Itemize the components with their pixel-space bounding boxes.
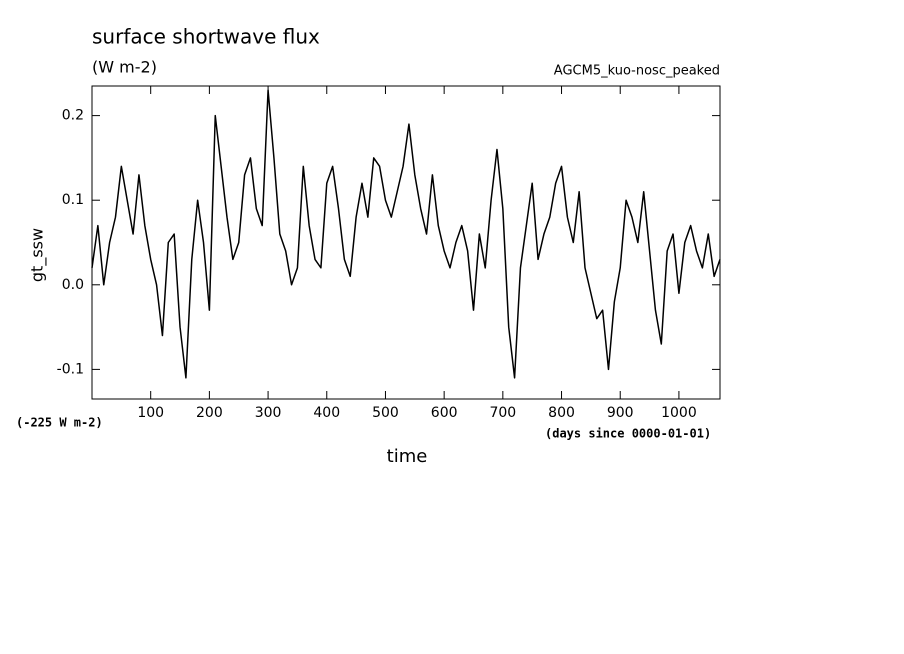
y-axis-label: gt_ssw (28, 228, 48, 282)
plot-frame (91, 85, 721, 400)
x-tick-label: 100 (137, 405, 164, 421)
x-tick-label: 500 (372, 405, 399, 421)
data-line (91, 89, 721, 379)
y-tick-label: 0.0 (62, 277, 84, 293)
x-axis-label: time (387, 446, 428, 467)
offset-note: (-225 W m-2) (16, 416, 103, 430)
x-tick-label: 800 (548, 405, 575, 421)
x-unit-note: (days since 0000-01-01) (545, 427, 711, 441)
x-tick-label: 1000 (661, 405, 697, 421)
y-tick-label: 0.1 (62, 192, 84, 208)
y-tick-label: -0.1 (57, 361, 84, 377)
chart-subtitle: (W m-2) (92, 58, 157, 77)
chart-title: surface shortwave flux (92, 25, 320, 49)
x-tick-label: 600 (431, 405, 458, 421)
x-tick-label: 900 (607, 405, 634, 421)
annotation: AGCM5_kuo-nosc_peaked (554, 64, 720, 79)
x-tick-label: 400 (313, 405, 340, 421)
x-tick-label: 200 (196, 405, 223, 421)
x-tick-label: 700 (489, 405, 516, 421)
y-tick-label: 0.2 (62, 108, 84, 124)
x-tick-label: 300 (255, 405, 282, 421)
